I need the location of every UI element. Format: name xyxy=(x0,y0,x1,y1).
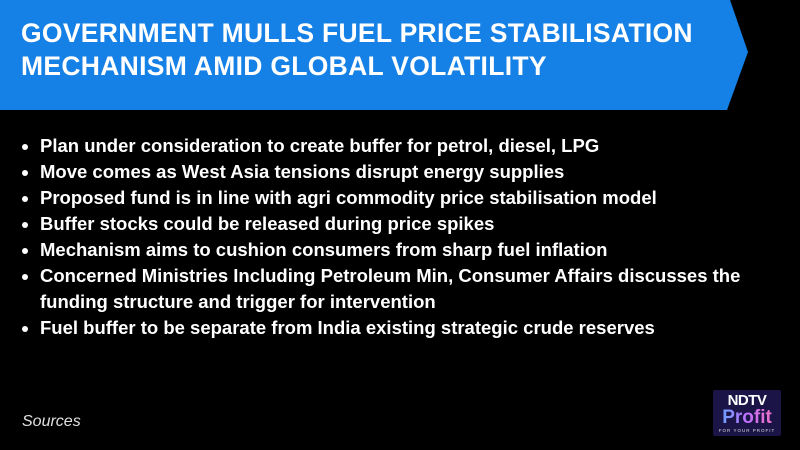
bullet-item: Buffer stocks could be released during p… xyxy=(22,211,792,237)
bullet-list: Plan under consideration to create buffe… xyxy=(22,133,792,341)
bullet-item: Concerned Ministries Including Petroleum… xyxy=(22,263,792,315)
headline-banner xyxy=(0,0,748,110)
headline-line-1: Government mulls fuel price stabilisatio… xyxy=(21,18,693,48)
ndtv-profit-logo: NDTV Profit FOR YOUR PROFIT xyxy=(713,390,781,436)
bullet-item: Proposed fund is in line with agri commo… xyxy=(22,185,792,211)
bullet-item: Fuel buffer to be separate from India ex… xyxy=(22,315,792,341)
logo-tagline: FOR YOUR PROFIT xyxy=(718,428,776,433)
bullet-item: Mechanism aims to cushion consumers from… xyxy=(22,237,792,263)
bullet-item: Move comes as West Asia tensions disrupt… xyxy=(22,159,792,185)
logo-ndtv: NDTV xyxy=(727,392,767,409)
sources-label: Sources xyxy=(22,413,81,430)
headline: Government mulls fuel price stabilisatio… xyxy=(21,17,741,83)
bullet-item: Plan under consideration to create buffe… xyxy=(22,133,792,159)
headline-line-2: mechanism amid global volatility xyxy=(21,51,547,81)
logo-profit: Profit xyxy=(713,408,781,427)
